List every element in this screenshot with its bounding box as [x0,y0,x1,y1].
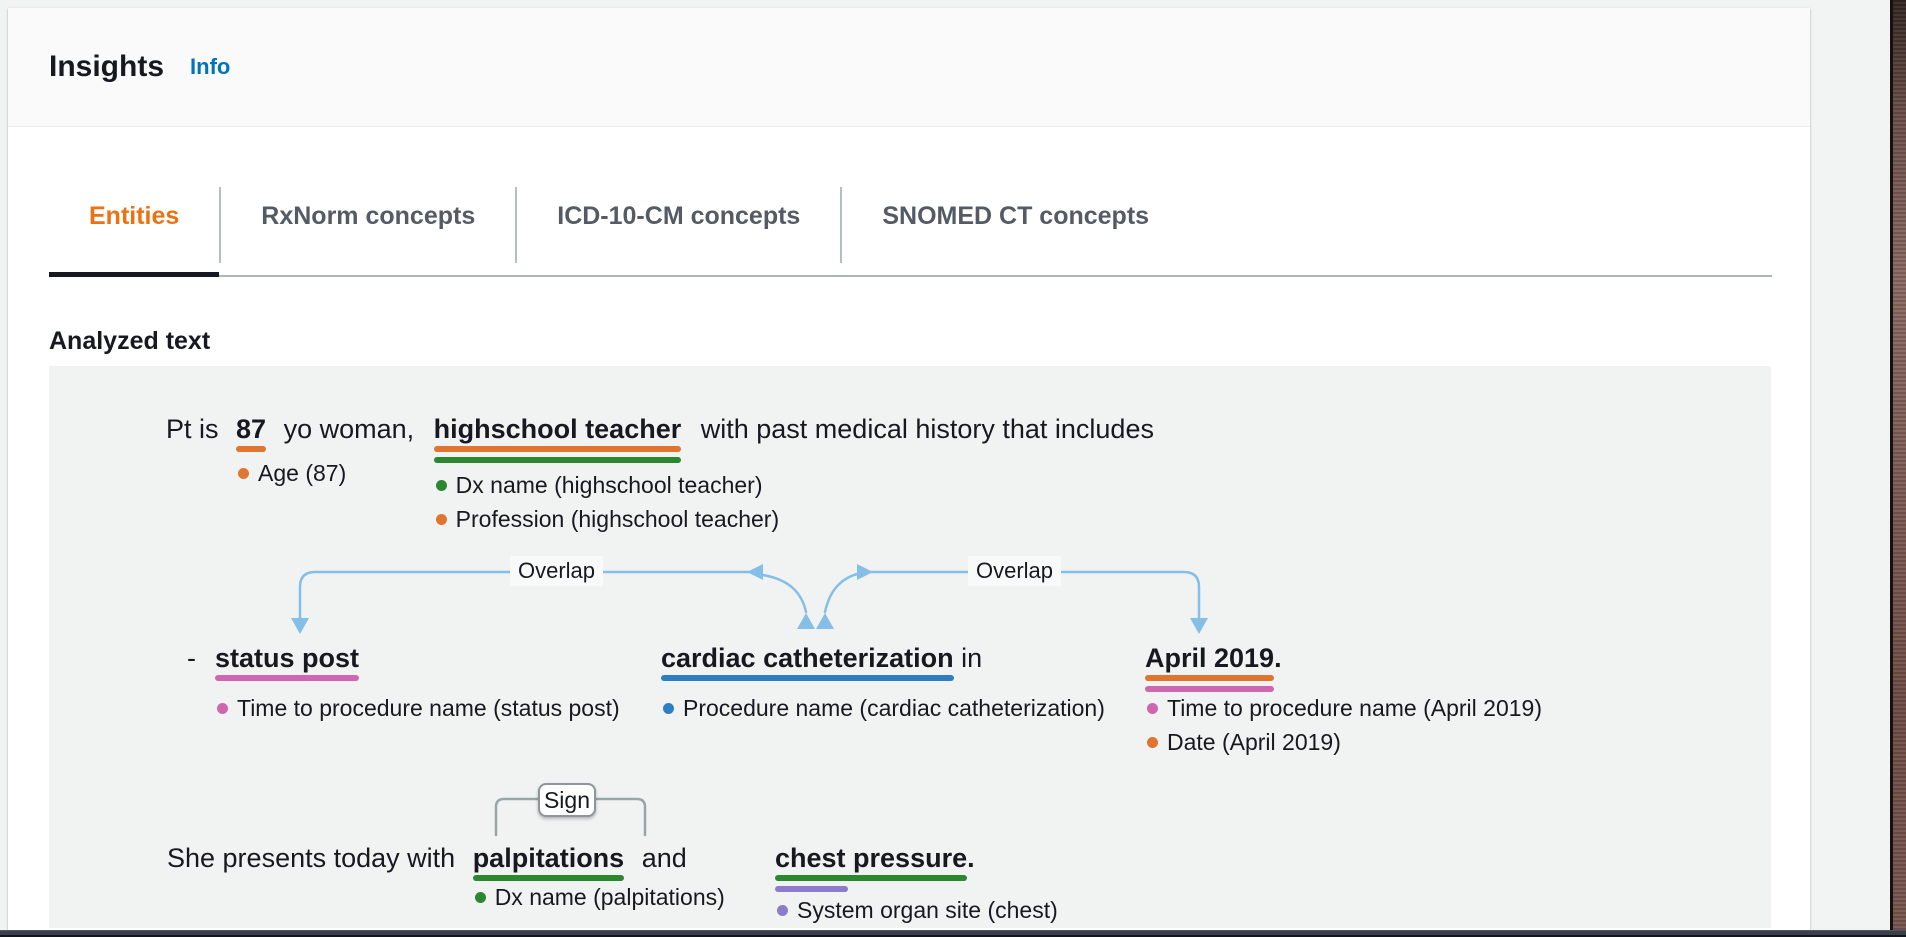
analyzed-line-3-chest: chest pressure System organ site (chest)… [775,841,1062,928]
plain-text: She presents today with [167,843,456,873]
arrowhead-down-status-post [291,618,309,634]
analyzed-line-1: Pt is 87 Age (87) yo woman, highschool t… [166,412,1154,532]
entity-color-dot [435,479,447,491]
overlap-left-curve [761,573,808,614]
tab-bar: Entities RxNorm concepts ICD-10-CM conce… [49,187,1772,277]
entity-underline-green [472,875,625,881]
plain-text: with past medical history that includes [700,414,1154,444]
analyzed-line-2-april: April 2019 Time to procedure name (April… [1145,641,1542,755]
entity-highlight-cardiac-catheterization[interactable]: cardiac catheterization Procedure name (… [661,641,1105,721]
entity-text: 87 [236,414,267,444]
entity-label-text: Time to procedure name (status post) [237,695,620,721]
entity-label: Time to procedure name (April 2019) [1147,695,1542,721]
overlap-right-curve [823,571,863,614]
entity-text: chest pressure [775,843,968,873]
entity-underline-orange [1145,675,1275,681]
entity-label-text: Date (April 2019) [1167,729,1341,755]
entity-label-text: Profession (highschool teacher) [455,506,780,532]
tab-divider [840,187,843,263]
entity-highlight-status-post[interactable]: status post Time to procedure name (stat… [215,641,620,721]
tab-rxnorm-concepts[interactable]: RxNorm concepts [261,202,476,230]
analyzed-line-2-status: status post Time to procedure name (stat… [215,641,620,721]
entity-underline-orange [236,446,267,452]
entity-label-text: Procedure name (cardiac catheterization) [683,695,1105,721]
entity-label-text: Dx name (palpitations) [494,884,725,910]
entity-label-text: Age (87) [258,460,347,486]
desktop-edge-strip [1890,0,1906,937]
insights-card: Insights Info Entities RxNorm concepts I… [8,8,1810,937]
entity-label: Age (87) [238,460,346,486]
entity-label: Dx name (highschool teacher) [435,472,763,498]
tab-divider [515,187,518,263]
entity-text: cardiac catheterization [661,643,954,673]
entity-highlight-age-87[interactable]: 87 Age (87) [236,412,346,486]
entity-color-dot [663,702,674,714]
entity-color-dot [1147,736,1158,748]
overlap-label-right: Overlap [968,556,1062,586]
arrowhead-up-cardiac-1 [797,613,815,629]
analyzed-text-heading: Analyzed text [49,327,211,355]
entity-label: Dx name (chest pressure) [777,925,1062,928]
insights-card-header: Insights Info [8,8,1810,127]
analyzed-line-2-dash: - [187,643,196,673]
analyzed-text-panel: Overlap Overlap Sign Pt is 87 Age (87) y… [49,366,1771,928]
arrowhead-up-cardiac-2 [816,613,834,629]
entity-underline-blue [661,675,954,681]
tab-icd-10-cm-concepts[interactable]: ICD-10-CM concepts [557,202,801,230]
entity-label: Time to procedure name (status post) [217,695,620,721]
entity-color-dot [217,702,228,714]
entity-highlight-chest-pressure[interactable]: chest pressure System organ site (chest)… [775,841,1062,928]
entity-label-text: Dx name (chest pressure) [797,925,1062,928]
entity-underline-pink [215,675,360,681]
arrowhead-down-april [1190,618,1208,634]
entity-text: status post [215,643,360,673]
tab-snomed-ct-concepts[interactable]: SNOMED CT concepts [882,202,1150,230]
plain-text: in [961,643,983,673]
overlap-label-left: Overlap [510,556,604,586]
tab-entities[interactable]: Entities [49,199,220,277]
entity-label: Date (April 2019) [1147,729,1341,755]
arrowhead-left-cardiac [747,564,763,580]
arrowhead-right-cardiac [857,564,873,580]
entity-label: Profession (highschool teacher) [435,506,780,532]
info-link[interactable]: Info [190,54,231,79]
entity-label: Procedure name (cardiac catheterization) [663,695,1105,721]
entity-label: System organ site (chest) [777,897,1058,923]
entity-color-dot [238,467,250,479]
insights-card-body: Entities RxNorm concepts ICD-10-CM conce… [8,187,1810,928]
entity-underline-green [775,875,968,881]
entity-color-dot [435,513,447,525]
plain-text: Pt is [166,414,219,444]
entity-label: Dx name (palpitations) [474,884,725,910]
entity-highlight-april-2019[interactable]: April 2019 Time to procedure name (April… [1145,641,1542,755]
tab-divider [219,187,222,263]
entity-underline-purple [775,886,848,892]
entity-label-text: System organ site (chest) [797,897,1058,923]
entity-text: highschool teacher [433,414,682,444]
entity-underline-pink [1145,686,1275,692]
analyzed-line-3: She presents today with palpitations Dx … [167,841,725,910]
entity-color-dot [474,891,486,903]
page-title: Insights [49,50,165,83]
sign-trait-badge: Sign [538,783,596,817]
entity-label-text: Time to procedure name (April 2019) [1167,695,1542,721]
entity-text: April 2019 [1145,643,1275,673]
entity-label-text: Dx name (highschool teacher) [455,472,763,498]
entity-color-dot [1147,702,1158,714]
entity-highlight-palpitations[interactable]: palpitations Dx name (palpitations) [472,841,725,910]
plain-text: yo woman, [283,414,415,444]
bottom-window-edge [0,930,1906,937]
plain-text: and [641,843,687,873]
entity-underline-orange [433,446,682,452]
entity-highlight-highschool-teacher[interactable]: highschool teacher Dx name (highschool t… [433,412,779,532]
plain-text: . [1274,643,1282,673]
entity-text: palpitations [472,843,625,873]
plain-text: . [967,843,975,873]
entity-underline-green [433,457,682,463]
entity-color-dot [777,904,788,916]
analyzed-line-2-cardiac: cardiac catheterization Procedure name (… [661,641,1105,721]
